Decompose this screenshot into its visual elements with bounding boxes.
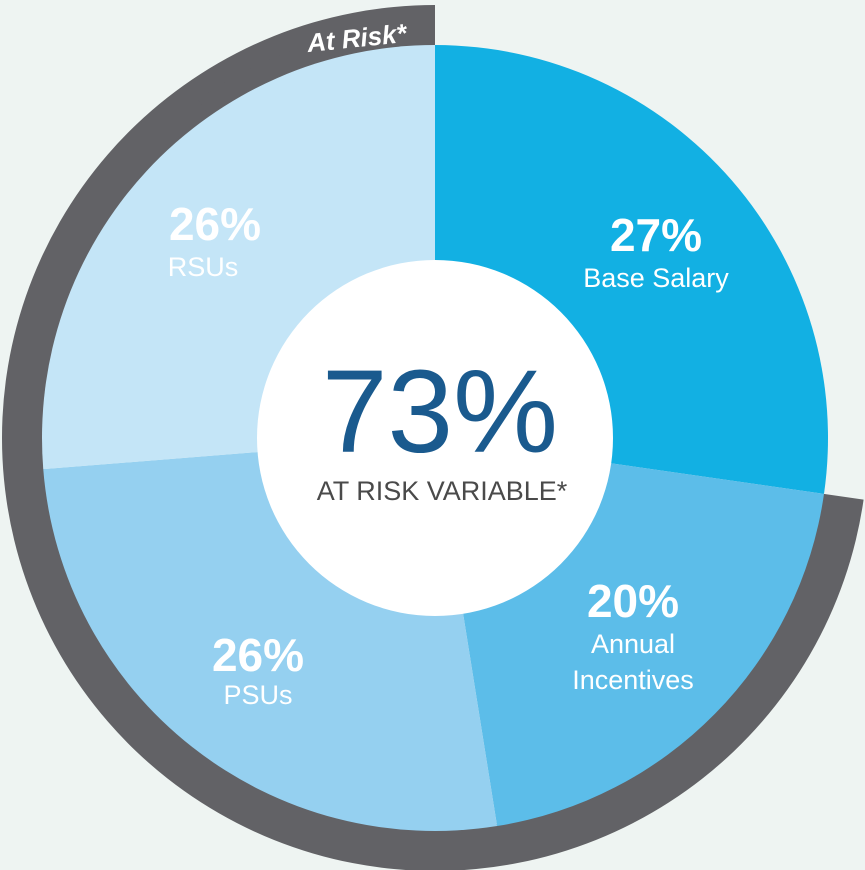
- at-risk-tab: [198, 25, 435, 118]
- base-salary-percent: 27%: [610, 209, 702, 261]
- psus-percent: 26%: [212, 629, 304, 681]
- slice-labels: 27% Base Salary 20% Annual Incentives 26%…: [168, 198, 730, 710]
- psus-label: PSUs: [223, 680, 292, 710]
- annual-incentives-percent: 20%: [587, 575, 679, 627]
- rsus-percent: 26%: [169, 198, 261, 250]
- rsus-label: RSUs: [168, 252, 239, 282]
- annual-incentives-label: Annual Incentives: [572, 629, 694, 695]
- annual-incentives-label-line: Incentives: [572, 665, 694, 695]
- annual-incentives-label-line: Annual: [591, 629, 675, 659]
- center-circle: [257, 260, 613, 616]
- base-salary-label: Base Salary: [583, 263, 729, 293]
- center-label: AT RISK VARIABLE*: [317, 476, 568, 506]
- center-value: 73%: [322, 346, 558, 478]
